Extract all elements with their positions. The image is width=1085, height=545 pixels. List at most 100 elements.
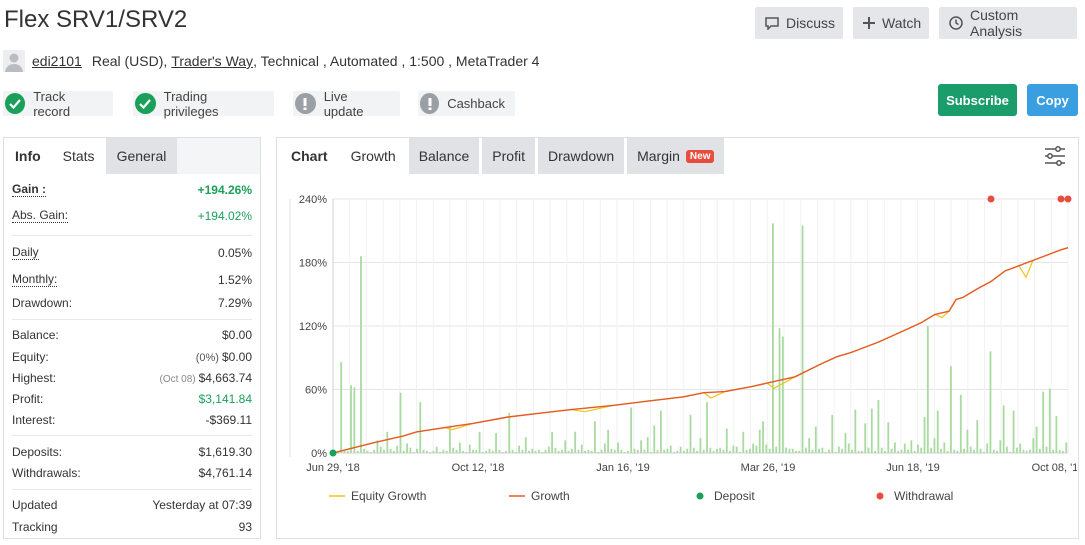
activity-bar	[458, 442, 461, 453]
avatar[interactable]	[3, 50, 25, 72]
activity-bar	[379, 446, 382, 453]
activity-bar	[910, 440, 913, 453]
activity-bar	[350, 385, 352, 453]
activity-bar	[679, 446, 682, 453]
badge-track-record[interactable]: Track record	[3, 89, 113, 119]
activity-bar	[442, 449, 445, 453]
activity-bar	[874, 450, 877, 453]
activity-bar	[491, 450, 494, 453]
activity-bar	[808, 438, 811, 453]
chart-panel: Chart Growth Balance Profit Drawdown Mar…	[276, 137, 1079, 539]
activity-bar	[633, 448, 636, 453]
activity-bar	[508, 412, 511, 453]
activity-bar	[686, 448, 689, 453]
activity-bar	[340, 361, 343, 453]
activity-bar	[715, 448, 718, 453]
activity-bar	[547, 446, 550, 453]
activity-bar	[1012, 410, 1015, 453]
check-icon	[135, 93, 156, 114]
activity-bar	[877, 400, 880, 453]
activity-bar	[425, 450, 428, 453]
activity-bar	[544, 449, 547, 453]
activity-bar	[940, 448, 942, 453]
activity-bar	[986, 443, 989, 453]
badge-cashback[interactable]: Cashback	[418, 91, 515, 116]
activity-bar	[617, 442, 619, 453]
tab-drawdown[interactable]: Drawdown	[537, 138, 625, 174]
activity-bar	[821, 447, 824, 453]
stat-label: Profit:	[12, 392, 44, 406]
activity-bar	[841, 448, 844, 453]
activity-bar	[969, 446, 972, 453]
stat-note: (0%)	[195, 352, 219, 364]
activity-bar	[719, 447, 722, 453]
stat-equity: Equity: (0%) $0.00	[12, 347, 252, 367]
activity-bar	[429, 451, 432, 453]
broker-link[interactable]: Trader's Way	[171, 53, 254, 69]
activity-bar	[640, 440, 642, 453]
activity-bar	[505, 450, 507, 453]
stat-label[interactable]: Gain :	[12, 182, 47, 197]
activity-bar	[956, 450, 959, 453]
watch-button[interactable]: Watch	[853, 7, 929, 39]
activity-bar	[893, 442, 896, 453]
activity-bar	[419, 402, 422, 453]
activity-bar	[943, 442, 946, 453]
activity-bar	[950, 366, 952, 453]
stat-value: 7.29%	[217, 296, 252, 310]
discuss-button[interactable]: Discuss	[755, 7, 843, 39]
stat-label[interactable]: Abs. Gain:	[12, 208, 69, 223]
activity-bar	[831, 414, 834, 453]
activity-bar	[999, 440, 1002, 453]
subscribe-button[interactable]: Subscribe	[938, 84, 1017, 116]
tab-general[interactable]: General	[105, 138, 178, 174]
activity-bar	[439, 451, 441, 453]
activity-bar	[864, 423, 867, 453]
activity-bar	[923, 417, 926, 453]
badge-trading-privileges[interactable]: Trading privileges	[133, 89, 274, 119]
activity-bar	[946, 450, 949, 453]
tab-balance[interactable]: Balance	[408, 138, 480, 174]
custom-analysis-button[interactable]: Custom Analysis	[939, 7, 1077, 39]
activity-bar	[1022, 449, 1025, 453]
tab-chart[interactable]: Chart	[291, 148, 328, 164]
activity-bar	[729, 450, 731, 453]
activity-bar	[1032, 438, 1035, 453]
stat-value: 93	[238, 520, 252, 534]
activity-bar	[732, 445, 735, 453]
activity-bar	[452, 447, 455, 453]
withdrawal-marker	[1064, 195, 1072, 203]
activity-bar	[518, 445, 521, 453]
activity-bar	[1019, 443, 1022, 453]
activity-bar	[389, 448, 392, 453]
copy-button[interactable]: Copy	[1027, 84, 1078, 116]
tab-stats[interactable]: Stats	[51, 138, 106, 174]
activity-bar	[689, 414, 692, 453]
stat-label[interactable]: Daily	[12, 245, 39, 260]
stat-label[interactable]: Monthly:	[12, 272, 58, 287]
badge-live-update[interactable]: Live update	[293, 88, 400, 119]
growth-chart[interactable]: 0% 60% 120% 180% 240% Jun 29, '18 Oct 12, '18 J…	[277, 178, 1077, 538]
activity-bar	[478, 431, 481, 453]
stat-label: Deposits:	[12, 445, 63, 459]
settings-sliders-icon[interactable]	[1044, 146, 1066, 171]
badge-label: Live update	[323, 88, 364, 119]
tab-profit[interactable]: Profit	[482, 138, 535, 174]
tab-growth[interactable]: Growth	[350, 148, 396, 164]
tab-margin-label: Margin	[637, 148, 680, 164]
activity-bar	[462, 450, 465, 453]
activity-bar	[656, 449, 659, 453]
legend-label: Growth	[531, 489, 570, 503]
legend-label: Withdrawal	[894, 489, 953, 503]
tab-info[interactable]: Info	[4, 138, 52, 174]
activity-bar	[1055, 415, 1058, 453]
stat-note: (Oct 08)	[159, 374, 196, 385]
activity-bar	[610, 448, 613, 453]
tab-margin[interactable]: Margin New	[627, 138, 725, 174]
stat-value: 0.05%	[217, 246, 252, 260]
username-link[interactable]: edi2101	[32, 53, 82, 69]
chart-tabs: Chart Growth Balance Profit Drawdown Mar…	[277, 138, 1078, 174]
activity-bar	[551, 431, 554, 453]
activity-bar	[903, 443, 906, 453]
activity-bar	[742, 431, 745, 453]
